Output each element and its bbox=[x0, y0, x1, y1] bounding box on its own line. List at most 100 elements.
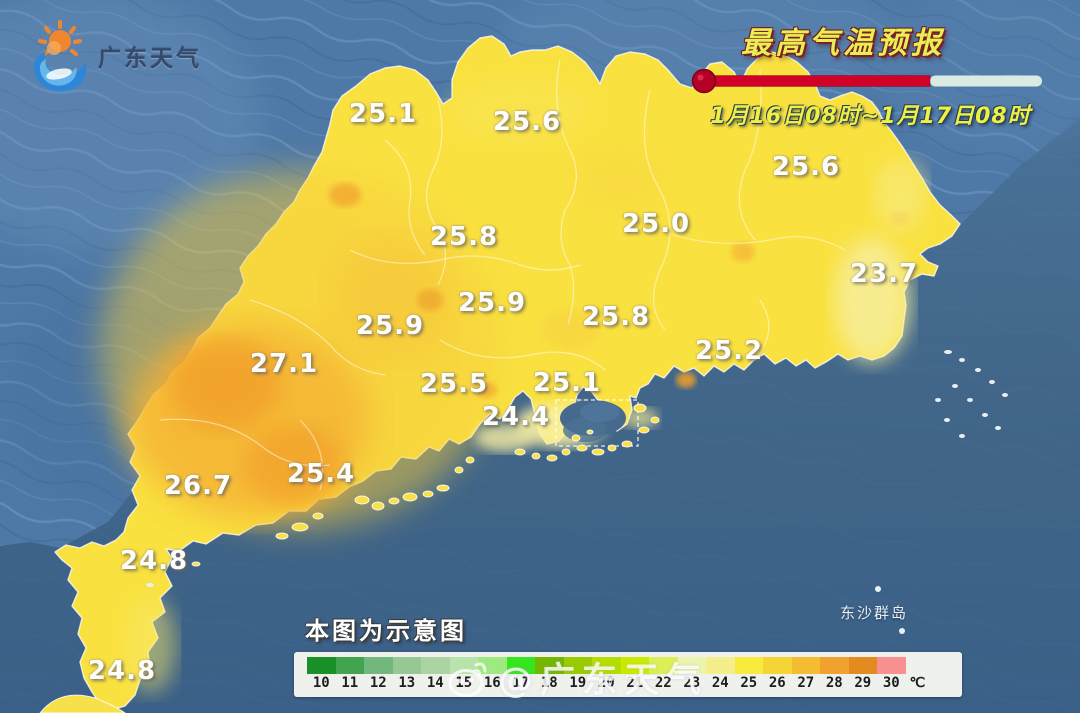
legend-swatch bbox=[535, 657, 564, 674]
temp-label: 24.8 bbox=[87, 656, 157, 686]
legend-cell: 12 bbox=[364, 657, 393, 691]
legend-value: 14 bbox=[426, 675, 444, 691]
temperature-legend: 10 11 12 13 14 15 16 17 18 19 20 21 22 23 24 25 26 27 28 29… bbox=[294, 652, 962, 697]
legend-swatch bbox=[478, 657, 507, 674]
temp-label: 25.8 bbox=[429, 222, 499, 252]
legend-value: 25 bbox=[740, 675, 758, 691]
legend-swatch bbox=[677, 657, 706, 674]
brand-name: 广东天气 bbox=[98, 46, 202, 72]
legend-swatch bbox=[506, 657, 535, 674]
legend-cell: 19 bbox=[563, 657, 592, 691]
legend-value: 11 bbox=[341, 675, 359, 691]
legend-swatch bbox=[791, 657, 820, 674]
legend-swatch bbox=[620, 657, 649, 674]
temp-label: 25.5 bbox=[419, 369, 489, 399]
legend-value: 29 bbox=[854, 675, 872, 691]
legend-cell: 17 bbox=[506, 657, 535, 691]
legend-swatch bbox=[592, 657, 621, 674]
legend-cell: 18 bbox=[535, 657, 564, 691]
brand-logo: 广东天气 bbox=[26, 18, 202, 94]
legend-scale: 10 11 12 13 14 15 16 17 18 19 20 21 22 23 24 25 26 27 28 29… bbox=[307, 657, 906, 691]
temp-label: 23.7 bbox=[849, 259, 919, 289]
temp-label: 25.2 bbox=[694, 336, 764, 366]
legend-cell: 22 bbox=[649, 657, 678, 691]
date-range: 1月16日08时~1月17日08时 bbox=[710, 104, 1031, 129]
legend-cell: 11 bbox=[335, 657, 364, 691]
legend-cell: 14 bbox=[421, 657, 450, 691]
temp-label: 25.1 bbox=[348, 99, 418, 129]
temp-label: 25.0 bbox=[621, 209, 691, 239]
temp-label: 25.8 bbox=[581, 302, 651, 332]
legend-value: 12 bbox=[369, 675, 387, 691]
legend-swatch bbox=[763, 657, 792, 674]
legend-swatch bbox=[421, 657, 450, 674]
legend-swatch bbox=[706, 657, 735, 674]
legend-swatch bbox=[734, 657, 763, 674]
legend-cell: 24 bbox=[706, 657, 735, 691]
legend-value: 10 bbox=[312, 675, 330, 691]
legend-cell: 21 bbox=[620, 657, 649, 691]
legend-cell: 28 bbox=[820, 657, 849, 691]
thermometer-graphic bbox=[691, 68, 1042, 94]
legend-value: 21 bbox=[626, 675, 644, 691]
legend-swatch bbox=[449, 657, 478, 674]
legend-swatch bbox=[335, 657, 364, 674]
legend-cell: 23 bbox=[677, 657, 706, 691]
temp-label: 25.4 bbox=[286, 459, 356, 489]
temp-label: 25.6 bbox=[771, 152, 841, 182]
legend-value: 30 bbox=[882, 675, 900, 691]
legend-swatch bbox=[649, 657, 678, 674]
dashed-inset-box bbox=[555, 399, 639, 447]
legend-value: 28 bbox=[825, 675, 843, 691]
temp-label: 24.8 bbox=[119, 546, 189, 576]
legend-swatch bbox=[563, 657, 592, 674]
legend-swatch bbox=[848, 657, 877, 674]
legend-cell: 20 bbox=[592, 657, 621, 691]
legend-cell: 10 bbox=[307, 657, 336, 691]
temp-label: 25.6 bbox=[492, 107, 562, 137]
temp-label: 27.1 bbox=[249, 349, 319, 379]
legend-cell: 13 bbox=[392, 657, 421, 691]
temp-label: 24.4 bbox=[481, 402, 551, 432]
legend-value: 23 bbox=[683, 675, 701, 691]
temp-label: 26.7 bbox=[163, 471, 233, 501]
legend-cell: 25 bbox=[734, 657, 763, 691]
legend-swatch bbox=[392, 657, 421, 674]
legend-value: 16 bbox=[483, 675, 501, 691]
legend-cell: 30 bbox=[877, 657, 906, 691]
legend-cell: 15 bbox=[449, 657, 478, 691]
legend-swatch bbox=[307, 657, 336, 674]
coastal-islands bbox=[39, 403, 660, 713]
legend-value: 17 bbox=[512, 675, 530, 691]
legend-value: 13 bbox=[398, 675, 416, 691]
dongsha-label: 东沙群岛 bbox=[840, 604, 909, 622]
legend-value: 18 bbox=[540, 675, 558, 691]
legend-value: 19 bbox=[569, 675, 587, 691]
offshore-islets bbox=[146, 350, 1008, 634]
legend-value: 26 bbox=[768, 675, 786, 691]
legend-cell: 29 bbox=[848, 657, 877, 691]
legend-value: 27 bbox=[797, 675, 815, 691]
guangdong-province bbox=[54, 35, 961, 711]
temp-label: 25.9 bbox=[457, 288, 527, 318]
legend-cell: 26 bbox=[763, 657, 792, 691]
legend-value: 22 bbox=[654, 675, 672, 691]
legend-cell: 16 bbox=[478, 657, 507, 691]
temp-label: 25.1 bbox=[532, 368, 602, 398]
sun-wave-icon bbox=[34, 20, 87, 92]
disclaimer-note: 本图为示意图 bbox=[305, 617, 467, 645]
legend-swatch bbox=[364, 657, 393, 674]
legend-swatch bbox=[877, 657, 906, 674]
map-title: 最高气温预报 bbox=[741, 26, 945, 61]
legend-value: 20 bbox=[597, 675, 615, 691]
title-block: 最高气温预报 1月16日08时~1月17日08时 bbox=[688, 18, 1053, 130]
legend-value: 15 bbox=[455, 675, 473, 691]
legend-cell: 27 bbox=[791, 657, 820, 691]
legend-swatch bbox=[820, 657, 849, 674]
legend-unit: ℃ bbox=[909, 675, 926, 691]
district-boundaries bbox=[159, 59, 846, 491]
legend-value: 24 bbox=[711, 675, 729, 691]
temp-label: 25.9 bbox=[355, 311, 425, 341]
